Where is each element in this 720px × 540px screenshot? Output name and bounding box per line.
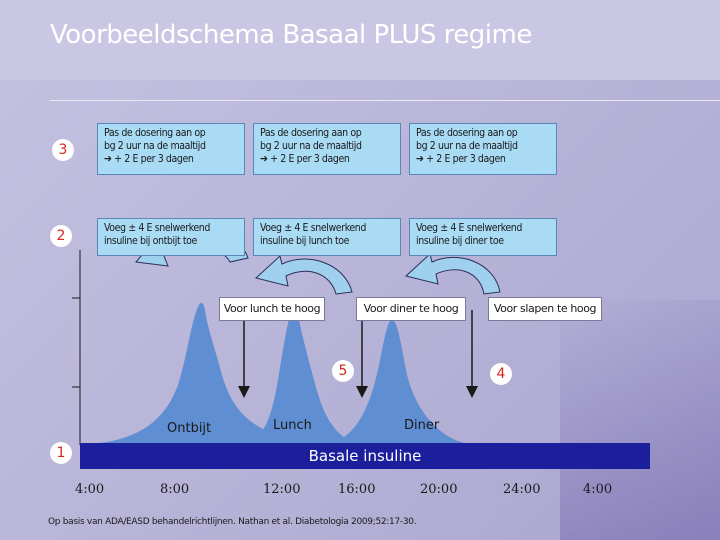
meal-label-ontbijt: Ontbijt <box>167 421 212 436</box>
adjust-dose-box-dinner: Pas de dosering aan op bg 2 uur na de ma… <box>409 123 557 175</box>
box-line: insuline bij diner toe <box>416 235 504 247</box>
time-label: 8:00 <box>160 482 190 497</box>
step-badge-5: 5 <box>332 360 354 382</box>
adjust-dose-box-breakfast: Pas de dosering aan op bg 2 uur na de ma… <box>97 123 245 175</box>
curved-arrow-icon <box>254 255 353 295</box>
time-label: 20:00 <box>420 482 458 497</box>
arrow-down-icon <box>356 386 368 398</box>
time-label: 4:00 <box>75 482 105 497</box>
adjust-dose-box-lunch: Pas de dosering aan op bg 2 uur na de ma… <box>253 123 401 175</box>
peak-lunch <box>245 306 355 444</box>
step-badge-2: 2 <box>50 225 72 247</box>
decorative-gradient <box>560 300 720 540</box>
arrow-right-icon: ➔ <box>104 153 112 165</box>
add-insulin-box-lunch: Voeg ± 4 E snelwerkend insuline bij lunc… <box>253 218 401 256</box>
title-band <box>0 0 720 80</box>
trigger-slapen-too-high: Voor slapen te hoog <box>488 297 602 321</box>
time-label: 12:00 <box>263 482 301 497</box>
step-badge-1: 1 <box>50 442 72 464</box>
peak-breakfast <box>90 302 300 444</box>
arrow-down-icon <box>466 386 478 398</box>
box-line: Pas de dosering aan op <box>260 127 362 139</box>
box-line: + 2 E per 3 dagen <box>426 153 506 165</box>
box-line: + 2 E per 3 dagen <box>270 153 350 165</box>
time-label: 24:00 <box>503 482 541 497</box>
arrow-right-icon: ➔ <box>416 153 424 165</box>
meal-label-diner: Diner <box>404 418 440 433</box>
box-line: Voeg ± 4 E snelwerkend <box>104 222 210 234</box>
basal-insulin-label: Basale insuline <box>308 447 422 465</box>
box-line: bg 2 uur na de maaltijd <box>104 140 206 152</box>
box-line: insuline bij lunch toe <box>260 235 350 247</box>
meal-label-lunch: Lunch <box>273 418 312 433</box>
time-label: 4:00 <box>583 482 613 497</box>
basal-insulin-bar: Basale insuline <box>80 443 650 469</box>
peak-dinner <box>330 320 470 444</box>
trigger-lunch-too-high: Voor lunch te hoog <box>219 297 325 321</box>
trigger-diner-too-high: Voor diner te hoog <box>356 297 466 321</box>
page-title: Voorbeeldschema Basaal PLUS regime <box>50 20 532 50</box>
box-line: + 2 E per 3 dagen <box>114 153 194 165</box>
add-insulin-box-breakfast: Voeg ± 4 E snelwerkend insuline bij ontb… <box>97 218 245 256</box>
box-line: Voeg ± 4 E snelwerkend <box>416 222 522 234</box>
curved-arrow-icon <box>404 253 501 295</box>
arrow-right-icon: ➔ <box>260 153 268 165</box>
box-line: bg 2 uur na de maaltijd <box>260 140 362 152</box>
step-badge-3: 3 <box>52 139 74 161</box>
add-insulin-box-dinner: Voeg ± 4 E snelwerkend insuline bij dine… <box>409 218 557 256</box>
time-label: 16:00 <box>338 482 376 497</box>
box-line: bg 2 uur na de maaltijd <box>416 140 518 152</box>
box-line: insuline bij ontbijt toe <box>104 235 197 247</box>
box-line: Voeg ± 4 E snelwerkend <box>260 222 366 234</box>
step-badge-4: 4 <box>490 363 512 385</box>
title-divider <box>50 100 720 101</box>
arrow-down-icon <box>238 386 250 398</box>
box-line: Pas de dosering aan op <box>104 127 206 139</box>
box-line: Pas de dosering aan op <box>416 127 518 139</box>
source-footnote: Op basis van ADA/EASD behandelrichtlijne… <box>48 517 417 527</box>
